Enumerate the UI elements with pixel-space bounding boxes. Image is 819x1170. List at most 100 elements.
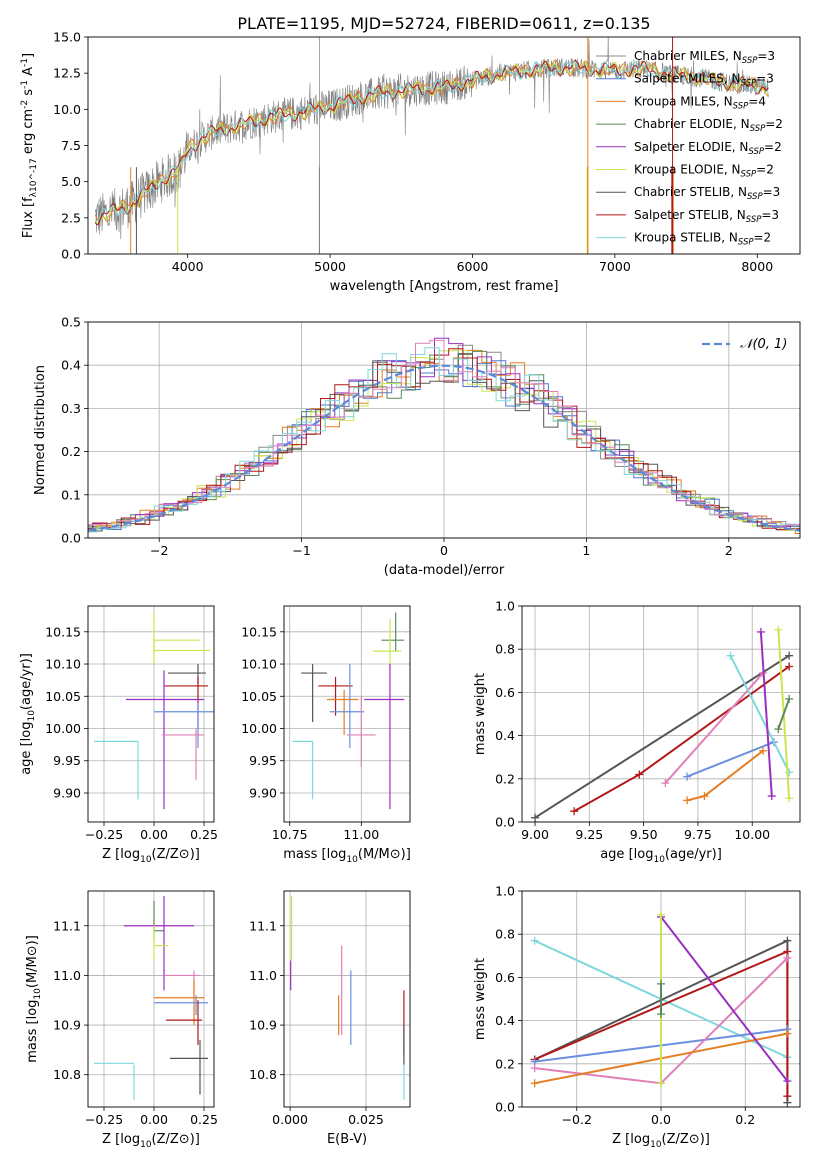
legend-label: Chabrier MILES, NSSP=3 xyxy=(634,49,775,66)
y-tick-label: 9.95 xyxy=(53,753,81,768)
weight-marker xyxy=(785,794,794,803)
errorbars xyxy=(94,895,208,1100)
y-tick-label: 0.0 xyxy=(61,531,81,546)
panel-residuals: −2 −1 0 1 2 0.0 0.1 0.2 0.3 0.4 0.5 (data-model)/er… xyxy=(33,315,801,578)
y-tick-label: 9.95 xyxy=(249,753,277,768)
y-tick-label: 0.4 xyxy=(495,1013,515,1028)
x-tick-label: 0.25 xyxy=(190,827,218,842)
histogram-step-salpeter-stelib xyxy=(88,348,800,530)
y-tick-label: 11.0 xyxy=(53,968,81,983)
errorbar-point xyxy=(154,995,208,1016)
y-tick-label: 10.9 xyxy=(249,1018,277,1033)
errorbar-point xyxy=(364,664,405,810)
x-tick-label: 7000 xyxy=(599,259,631,274)
errorbar-point xyxy=(372,618,402,671)
x-axis-label: (data-model)/error xyxy=(384,563,505,578)
legend-label: 𝒩(0, 1) xyxy=(740,337,787,352)
model-line-kroupa-stelib xyxy=(94,61,769,222)
x-tick-label: 10.75 xyxy=(272,827,308,842)
weight-marker xyxy=(683,772,692,781)
weight-marker xyxy=(661,779,670,788)
weight-marker xyxy=(657,1079,665,1088)
x-tick-label: −0.2 xyxy=(562,1112,592,1127)
axes-frame xyxy=(87,321,801,539)
x-tick-label: −0.25 xyxy=(85,1112,123,1127)
residual-histograms xyxy=(88,337,800,534)
weight-marker xyxy=(657,1010,665,1019)
weight-line-blue xyxy=(686,741,775,778)
x-axis-label: E(B-V) xyxy=(327,1132,367,1147)
legend-label: Chabrier STELIB, NSSP=3 xyxy=(634,185,780,202)
x-tick-label: 6000 xyxy=(457,259,489,274)
x-tick-label: 2 xyxy=(725,543,733,558)
axes-frame xyxy=(87,605,215,823)
y-tick-label: 11.0 xyxy=(249,968,277,983)
weight-marker xyxy=(759,746,768,755)
x-axis-label: mass [log10(M/M⊙)] xyxy=(283,847,411,865)
y-tick-label: 1.0 xyxy=(495,884,515,899)
weight-marker xyxy=(530,936,539,945)
weight-marker xyxy=(657,910,665,919)
weight-marker xyxy=(783,1077,792,1086)
weight-line-chabrier-elodie xyxy=(777,698,791,730)
errorbar-point xyxy=(168,664,206,684)
weight-line-kroupa-stelib xyxy=(729,655,790,773)
x-tick-label: −2 xyxy=(150,543,168,558)
weight-marker xyxy=(657,979,665,988)
x-tick-label: 9.00 xyxy=(521,827,549,842)
errorbar-point xyxy=(162,728,204,781)
axes-frame xyxy=(521,890,801,1108)
y-tick-label: 1.0 xyxy=(495,599,515,614)
errorbar-point xyxy=(326,689,359,735)
weight-lines xyxy=(531,625,794,822)
weight-line-chabrier-stelib xyxy=(534,654,790,819)
x-tick-label: 5000 xyxy=(314,259,346,274)
y-tick-label: 0.8 xyxy=(495,642,515,657)
model-line-kroupa-miles xyxy=(94,59,769,223)
axes-frame xyxy=(87,890,215,1108)
legend-label: Salpeter MILES, NSSP=3 xyxy=(634,72,774,89)
panel-weight-vs-age: 9.00 9.25 9.50 9.75 10.00 0.0 0.2 0.4 0.6 0.8 1.0 a… xyxy=(473,599,801,865)
errorbar-point xyxy=(318,676,353,716)
errorbars xyxy=(292,612,405,810)
x-axis-label: Z [log10(Z/Z⊙)] xyxy=(612,1132,710,1150)
legend-label: Kroupa STELIB, NSSP=2 xyxy=(634,231,771,248)
y-tick-label: 0.6 xyxy=(495,970,515,985)
x-tick-label: 8000 xyxy=(741,259,773,274)
x-tick-label: 0 xyxy=(440,543,448,558)
errorbar-point xyxy=(153,900,164,941)
gaussian-curve xyxy=(88,364,800,532)
x-tick-label: 1 xyxy=(582,543,590,558)
x-tick-label: 9.75 xyxy=(684,827,712,842)
errorbars xyxy=(290,895,405,1100)
weight-marker xyxy=(783,953,792,962)
weight-line-salpeter-elodie xyxy=(759,631,773,797)
x-tick-label: 11.00 xyxy=(343,827,379,842)
axes-frame xyxy=(521,605,801,823)
weight-marker xyxy=(783,936,792,945)
axes-frame xyxy=(87,36,801,255)
x-tick-label: 0.00 xyxy=(140,1112,168,1127)
y-tick-label: 0.2 xyxy=(61,444,81,459)
y-tick-label: 0.5 xyxy=(61,315,81,330)
y-tick-label: 10.10 xyxy=(241,657,277,672)
x-tick-label: 9.50 xyxy=(630,827,658,842)
errorbar-point xyxy=(154,702,214,748)
y-axis-label: mass weight xyxy=(473,958,488,1040)
weight-marker xyxy=(530,1064,539,1073)
y-axis-label: mass weight xyxy=(473,673,488,755)
weight-marker xyxy=(700,792,709,801)
axes-frame xyxy=(283,890,411,1108)
errorbar-point xyxy=(170,1039,208,1095)
errorbar-point xyxy=(164,970,200,996)
errorbar-point xyxy=(381,612,405,652)
y-axis-label: Flux [fλ10^-17 erg cm-2 s-1 A-1] xyxy=(20,53,39,238)
panel-age-vs-Z: −0.25 0.00 0.25 9.90 9.95 10.00 10.05 10.10 10.1… xyxy=(19,605,218,865)
weight-marker xyxy=(785,662,794,671)
x-axis-label: Z [log10(Z/Z⊙)] xyxy=(102,847,200,865)
weight-marker xyxy=(756,627,765,636)
x-tick-label: 10.00 xyxy=(734,827,770,842)
x-tick-label: 0.00 xyxy=(140,827,168,842)
y-tick-label: 0.0 xyxy=(495,815,515,830)
